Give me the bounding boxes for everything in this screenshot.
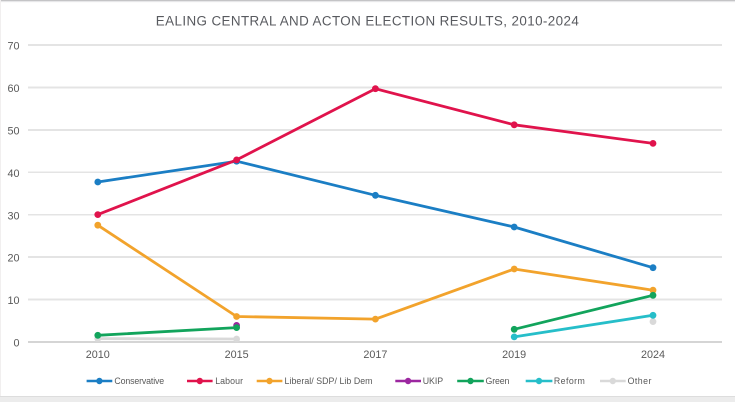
svg-text:2010: 2010 xyxy=(86,349,110,361)
svg-text:Labour: Labour xyxy=(215,376,243,386)
svg-text:30: 30 xyxy=(7,210,19,222)
svg-text:Liberal/ SDP/ Lib Dem: Liberal/ SDP/ Lib Dem xyxy=(285,376,373,386)
svg-text:EALING CENTRAL AND ACTON ELECT: EALING CENTRAL AND ACTON ELECTION RESULT… xyxy=(156,13,580,28)
svg-text:50: 50 xyxy=(7,126,19,138)
svg-text:40: 40 xyxy=(7,168,19,180)
svg-text:2017: 2017 xyxy=(363,349,387,361)
svg-text:0: 0 xyxy=(13,338,19,350)
svg-text:UKIP: UKIP xyxy=(423,376,444,386)
svg-text:70: 70 xyxy=(7,41,19,53)
svg-text:Reform: Reform xyxy=(554,376,585,386)
svg-text:2015: 2015 xyxy=(225,349,249,361)
svg-text:20: 20 xyxy=(7,253,19,265)
svg-text:2024: 2024 xyxy=(641,349,665,361)
svg-text:Other: Other xyxy=(628,376,652,386)
svg-text:60: 60 xyxy=(7,83,19,95)
svg-text:2019: 2019 xyxy=(502,349,526,361)
svg-text:Green: Green xyxy=(486,376,510,386)
svg-text:Conservative: Conservative xyxy=(114,376,164,386)
svg-text:10: 10 xyxy=(7,295,19,307)
